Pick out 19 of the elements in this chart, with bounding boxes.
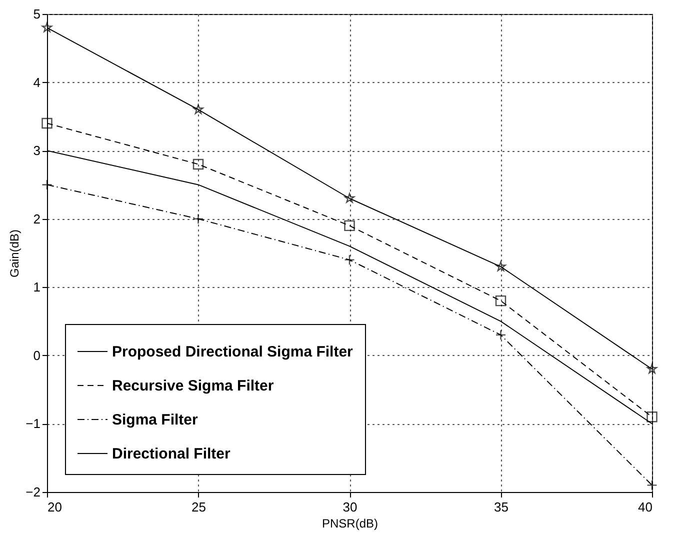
y-tick-label: −2 (26, 484, 40, 500)
y-axis-title: Gain(dB) (8, 229, 22, 278)
x-axis-title: PNSR(dB) (322, 516, 378, 530)
x-tick-label: 20 (48, 500, 62, 514)
legend-label: Proposed Directional Sigma Filter (112, 344, 354, 360)
x-tick-label: 40 (638, 500, 652, 514)
x-tick-label: 25 (192, 500, 206, 514)
y-tick-label: 1 (33, 280, 40, 295)
legend-label: Recursive Sigma Filter (112, 378, 274, 394)
x-tick-label: 30 (342, 500, 358, 514)
y-tick-label: 0 (33, 348, 40, 363)
y-tick-label: 2 (33, 211, 40, 226)
x-tick-label: 35 (494, 500, 508, 514)
legend-label: Sigma Filter (112, 412, 198, 428)
y-tick-label: −1 (26, 416, 40, 432)
y-tick-label: 4 (33, 74, 40, 90)
legend-label: Directional Filter (112, 446, 231, 462)
y-tick-label: 3 (33, 143, 40, 158)
y-tick-label: 5 (33, 6, 40, 22)
